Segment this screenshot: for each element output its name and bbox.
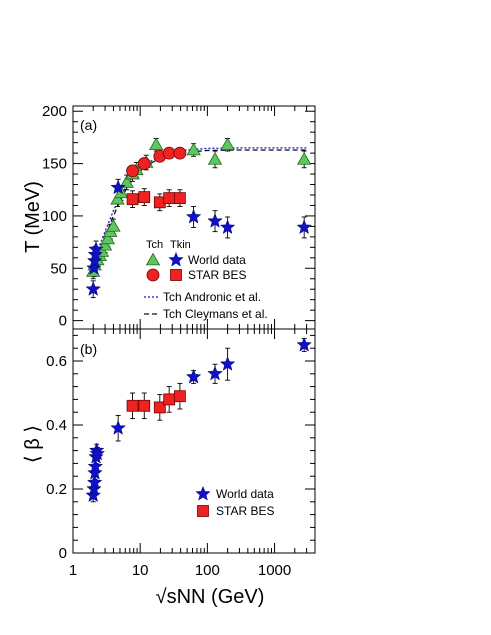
data-point [296, 336, 312, 352]
legend-b-marker-world [195, 485, 211, 501]
data-point [138, 399, 151, 412]
data-point [126, 164, 139, 178]
data-point [296, 152, 312, 165]
data-point [106, 219, 121, 232]
data-point [87, 458, 104, 474]
data-point [296, 219, 312, 235]
data-point [110, 179, 126, 195]
x-tick-label: 10 [132, 562, 149, 579]
data-point [173, 390, 186, 403]
legend-b-marker-star [197, 505, 209, 517]
panel-b-label: (b) [80, 341, 97, 357]
data-point [86, 252, 103, 268]
data-point [119, 175, 134, 188]
y-tick-label: 0 [59, 545, 67, 562]
data-point [220, 137, 235, 151]
data-point [219, 219, 236, 235]
panel-a-ticks: 0 50 100 150 200 [42, 103, 316, 330]
data-point [85, 487, 102, 503]
panel-a-legend: Tch Tkin World data STAR BES Tch Androni… [144, 239, 268, 321]
legend-header-tch: Tch [146, 239, 163, 251]
legend-entry-cleymans: Tch Cleymans et al. [163, 307, 268, 321]
data-point [163, 393, 176, 406]
legend-marker-tkin-world [168, 251, 184, 267]
data-point [185, 368, 202, 384]
panel-a-label: (a) [80, 117, 97, 133]
data-point [207, 212, 223, 228]
data-point [138, 191, 151, 203]
data-point [86, 260, 102, 275]
data-point [110, 420, 126, 435]
x-tick-label: 1000 [258, 562, 291, 579]
legend-entry-star-bes: STAR BES [188, 268, 246, 282]
data-point [173, 192, 186, 205]
data-point [86, 474, 103, 490]
data-point [89, 445, 106, 461]
data-point [100, 231, 116, 245]
data-point [153, 401, 166, 414]
panel-b-frame [72, 328, 316, 554]
data-point [207, 152, 223, 165]
panel-b-marks [85, 336, 312, 503]
data-point [186, 142, 201, 156]
legend-marker-tkin-star [170, 269, 182, 281]
data-point [137, 157, 151, 170]
y-tick-label: 200 [42, 103, 67, 120]
data-point [162, 146, 176, 160]
legend-marker-tch-star [146, 268, 160, 282]
data-point [87, 464, 103, 480]
legend-a-marks [145, 251, 184, 282]
panel-a-y-axis-title: T (MeV) [22, 181, 44, 253]
data-point [207, 365, 223, 381]
legend-entry-andronic: Tch Andronic et al. [163, 290, 261, 304]
panel-b-y-axis-title: ⟨ β ⟩ [22, 425, 44, 463]
model-curve [92, 147, 307, 261]
y-tick-label: 50 [50, 260, 67, 277]
x-axis-title: √sNN (GeV) [156, 586, 265, 608]
legend-b-marks [195, 485, 211, 517]
x-tick-label: 1 [69, 562, 77, 579]
y-tick-label: 0.4 [46, 417, 67, 434]
legend-header-tkin: Tkin [170, 239, 191, 251]
y-tick-label: 0.6 [46, 353, 67, 370]
y-tick-label: 100 [42, 208, 67, 225]
panel-b-ticks: 0 0.2 0.4 0.6 1 10 100 1000 [46, 329, 316, 579]
data-point [185, 208, 202, 224]
y-tick-label: 150 [42, 156, 67, 173]
data-point [148, 137, 164, 151]
y-tick-label: 0.2 [46, 481, 67, 498]
panel-a-marks [85, 137, 312, 299]
y-tick-label: 0 [59, 313, 67, 330]
data-point [126, 193, 139, 206]
data-point [87, 246, 104, 262]
panel-a-curves [92, 147, 307, 267]
data-point [126, 399, 139, 412]
data-point [86, 480, 102, 496]
data-point [88, 241, 104, 257]
legend-entry-world-data: World data [188, 253, 246, 267]
data-point [163, 192, 176, 205]
model-curve [92, 149, 307, 267]
x-tick-label: 100 [195, 562, 220, 579]
legend-marker-tch-world [145, 252, 161, 266]
data-point [219, 356, 236, 371]
legend-b-entry-world-data: World data [216, 487, 274, 501]
data-point [173, 146, 187, 160]
panel-b-legend: World data STAR BES [195, 485, 274, 518]
data-point [110, 191, 125, 205]
legend-b-entry-star-bes: STAR BES [216, 504, 274, 518]
data-point [85, 281, 102, 296]
